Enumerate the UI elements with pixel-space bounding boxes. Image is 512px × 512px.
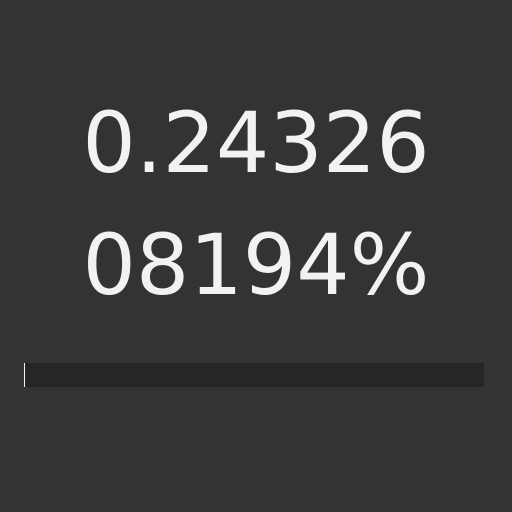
percent-readout-line-2: 08194% <box>82 216 430 314</box>
percent-readout-line-1: 0.24326 <box>82 94 430 192</box>
progress-bar-fill <box>24 363 26 387</box>
progress-bar-track <box>24 363 484 387</box>
percent-readout: 0.24326 08194% <box>0 82 512 326</box>
